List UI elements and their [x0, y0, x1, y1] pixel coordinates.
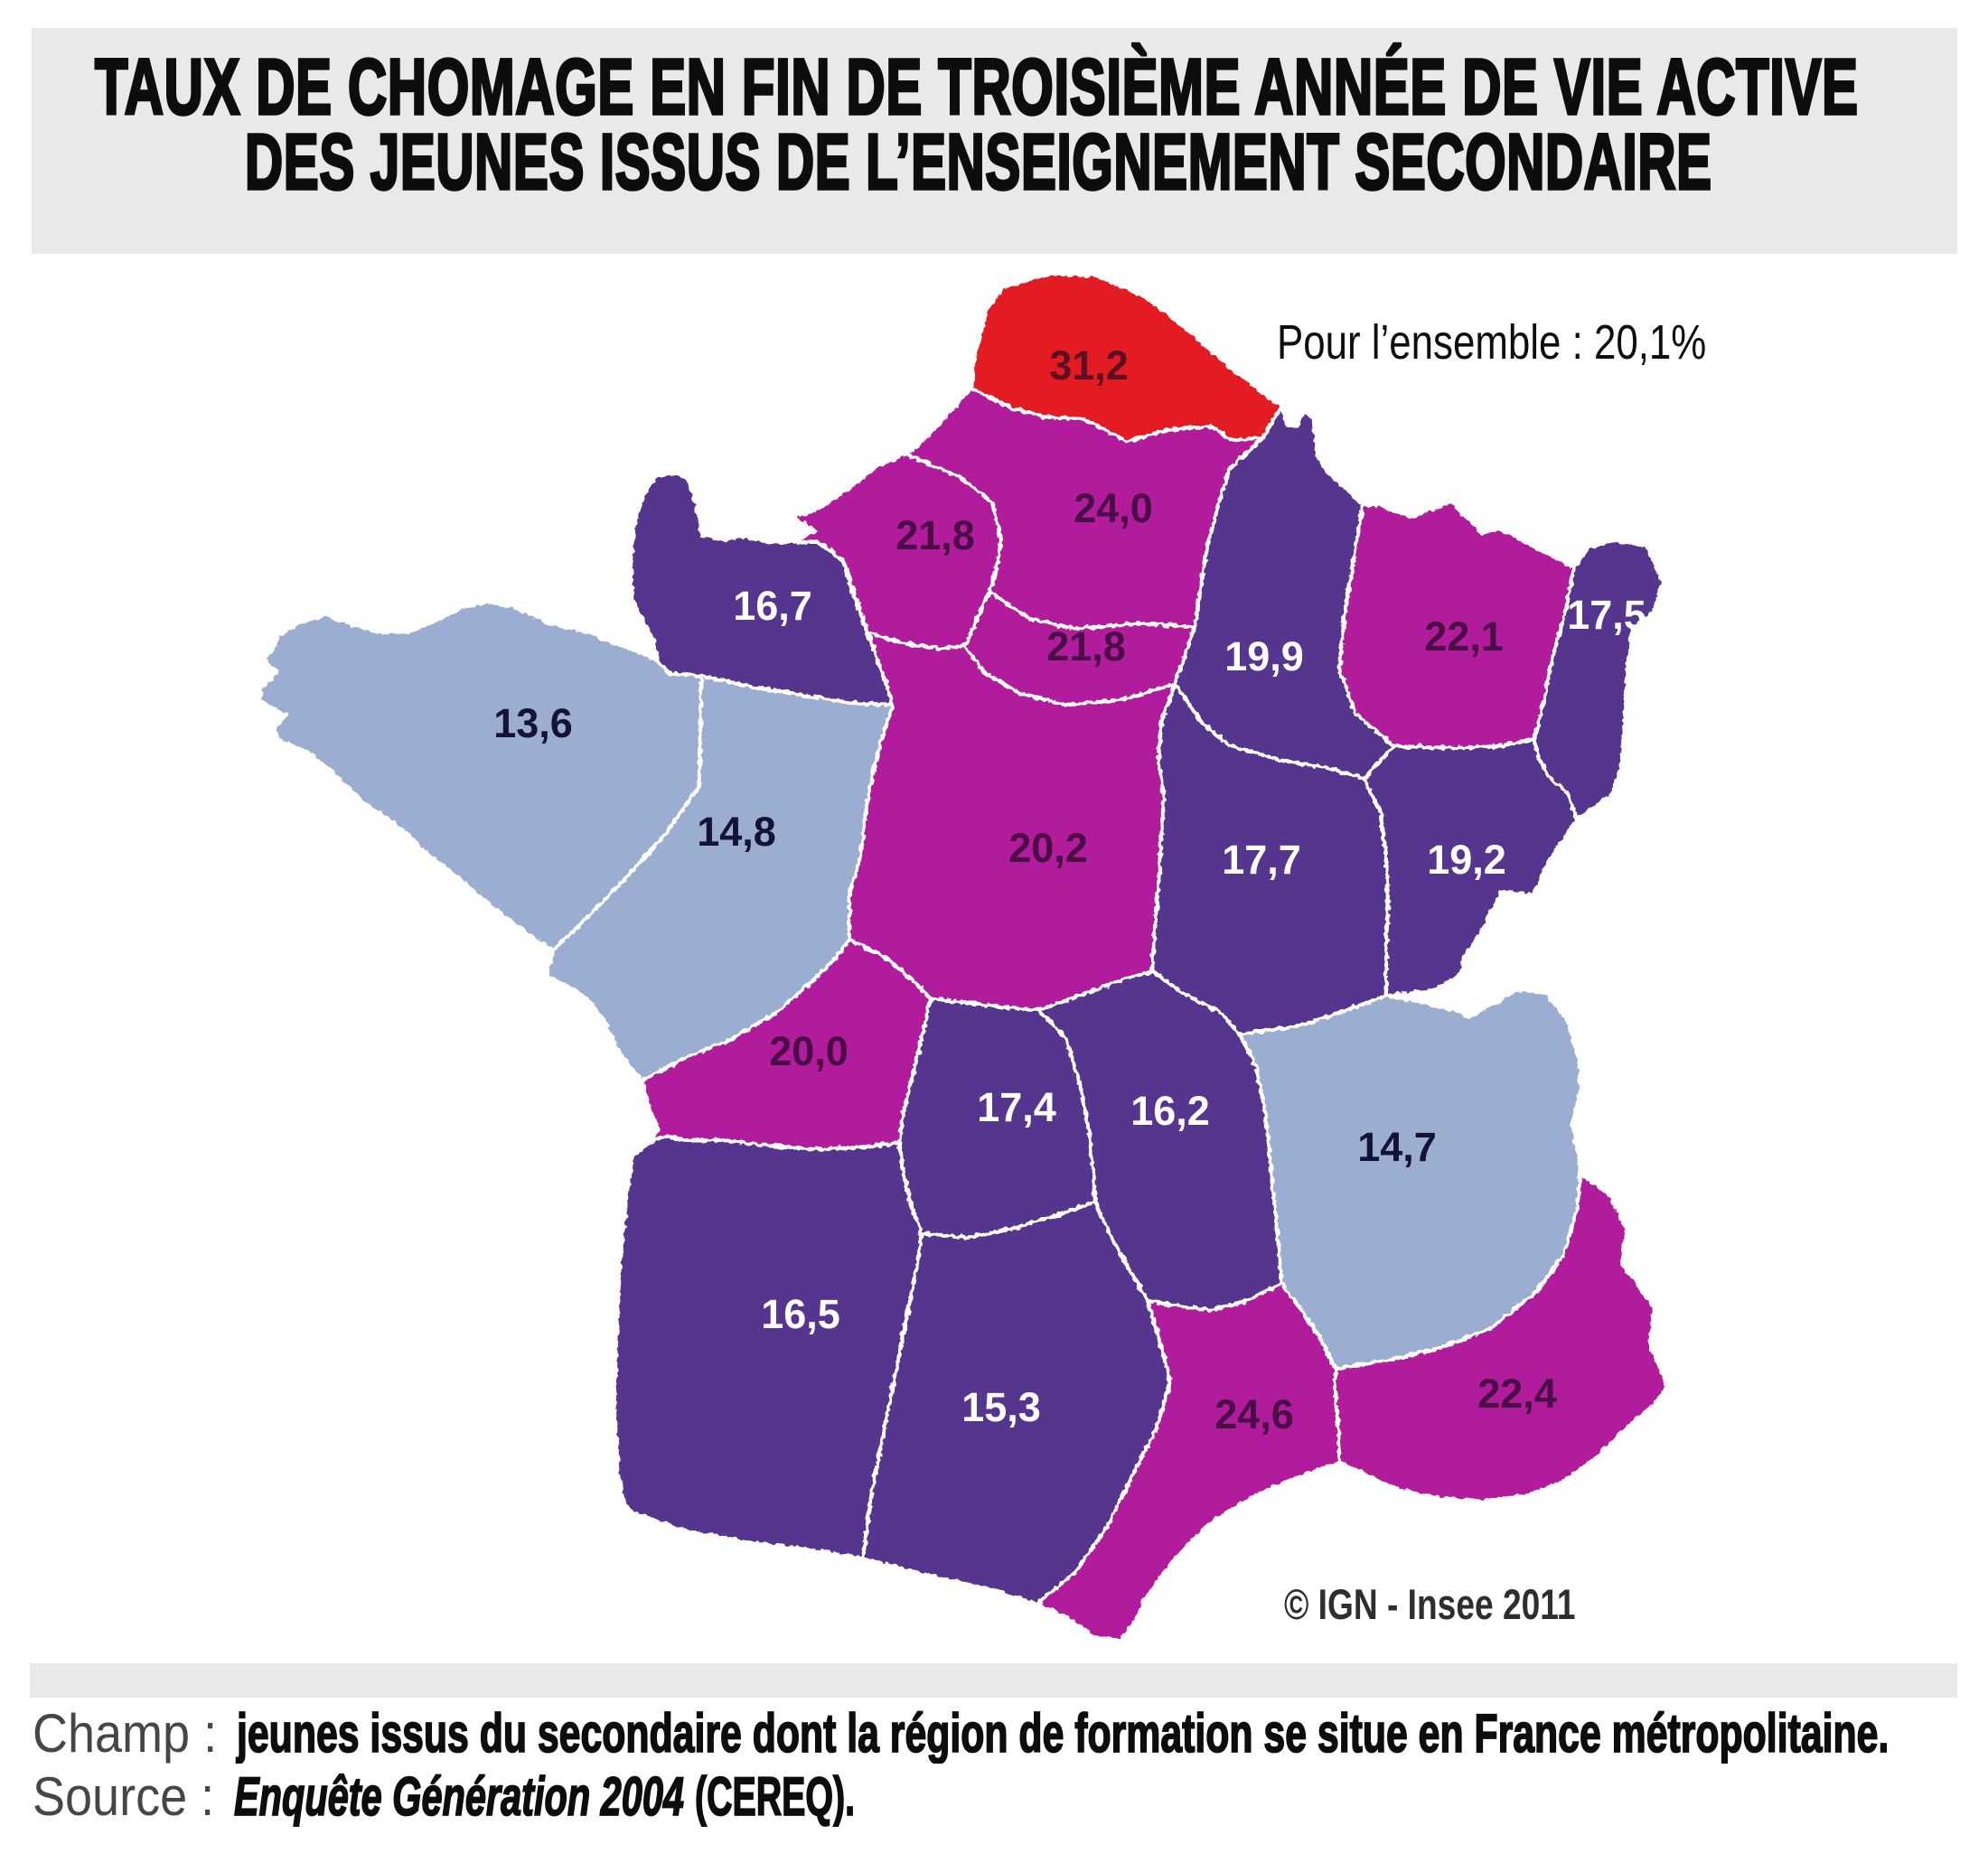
svg-text:19,9: 19,9 — [1224, 633, 1304, 679]
svg-text:13,6: 13,6 — [493, 700, 573, 746]
svg-text:16,2: 16,2 — [1130, 1088, 1210, 1134]
svg-text:22,4: 22,4 — [1477, 1371, 1557, 1417]
svg-text:20,0: 20,0 — [769, 1028, 849, 1074]
svg-text:17,7: 17,7 — [1222, 837, 1301, 883]
svg-text:19,2: 19,2 — [1427, 837, 1506, 883]
svg-text:15,3: 15,3 — [961, 1384, 1041, 1430]
svg-text:17,4: 17,4 — [977, 1084, 1056, 1130]
svg-text:17,5: 17,5 — [1567, 592, 1646, 638]
svg-text:24,6: 24,6 — [1214, 1391, 1294, 1437]
svg-text:16,7: 16,7 — [733, 583, 812, 629]
svg-text:24,0: 24,0 — [1074, 485, 1153, 531]
svg-text:16,5: 16,5 — [761, 1291, 840, 1337]
svg-text:21,8: 21,8 — [1046, 623, 1126, 669]
svg-text:20,2: 20,2 — [1008, 825, 1088, 871]
svg-text:14,7: 14,7 — [1357, 1124, 1437, 1170]
svg-text:21,8: 21,8 — [896, 512, 975, 558]
svg-text:31,2: 31,2 — [1049, 342, 1129, 388]
svg-text:14,8: 14,8 — [697, 809, 776, 855]
svg-text:22,1: 22,1 — [1424, 613, 1504, 660]
